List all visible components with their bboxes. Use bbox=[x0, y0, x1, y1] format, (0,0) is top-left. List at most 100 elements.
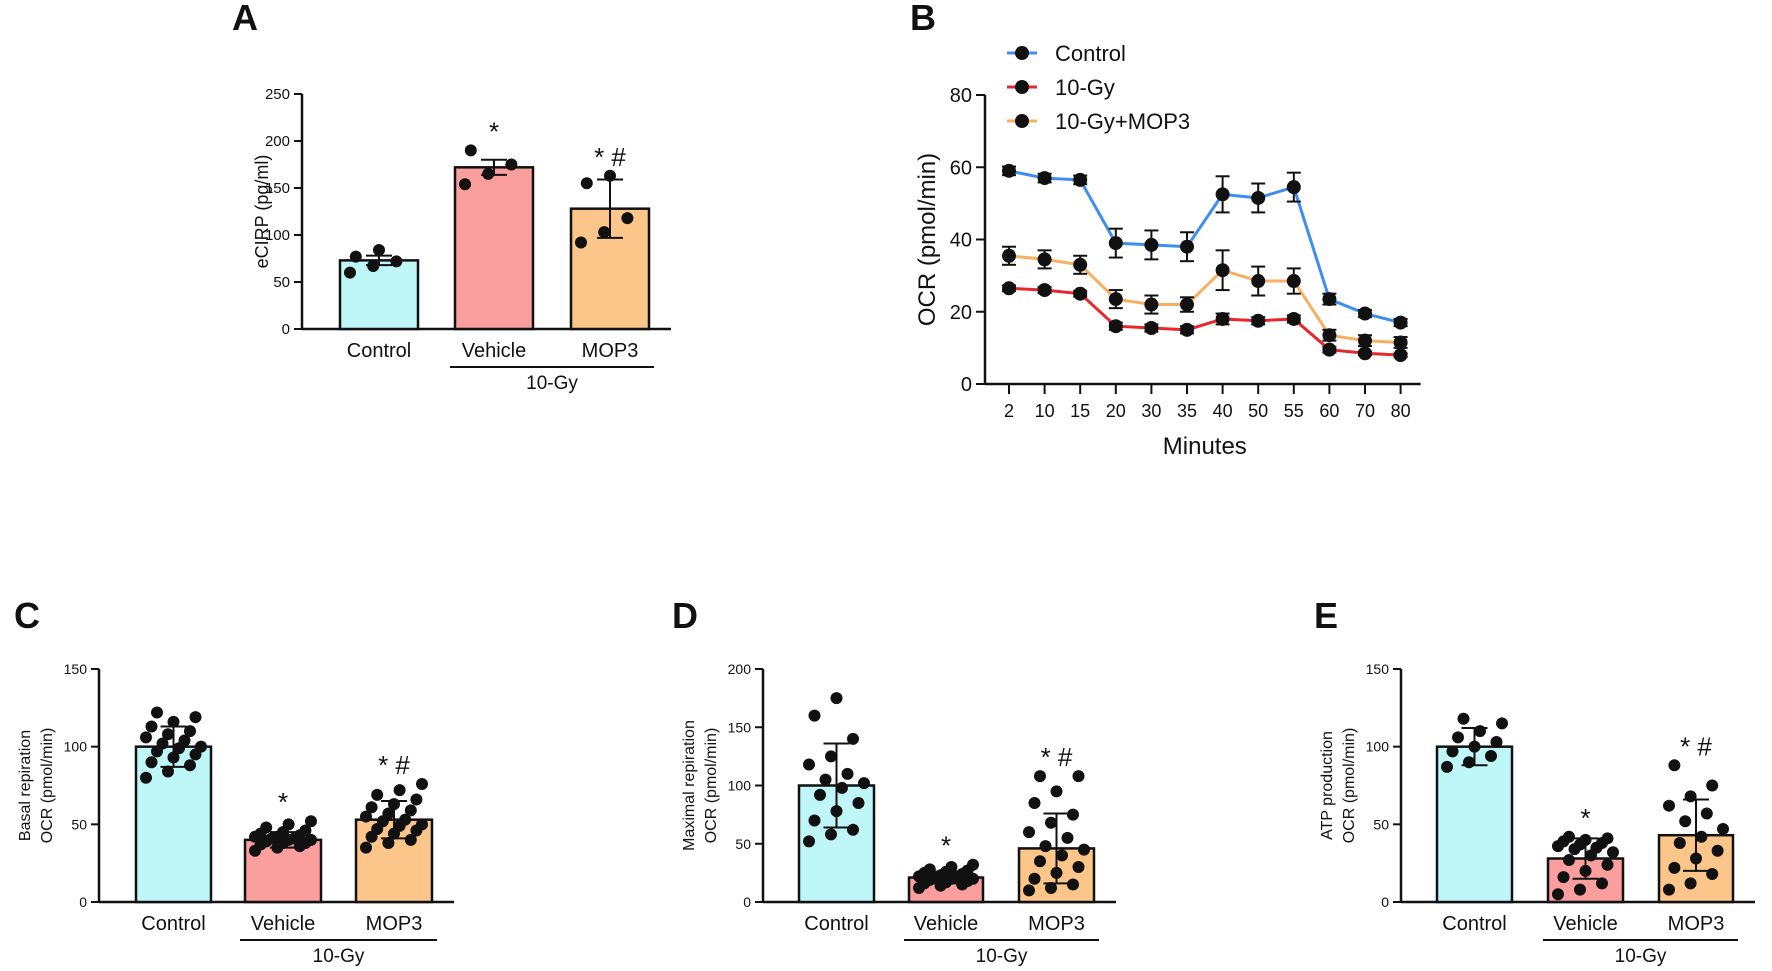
data-point bbox=[1108, 236, 1123, 251]
significance-mark: * bbox=[1580, 803, 1590, 833]
data-point bbox=[1601, 832, 1614, 845]
y-axis-title: OCR (pmol/min) bbox=[703, 728, 720, 844]
y-tick-label: 0 bbox=[743, 894, 751, 910]
data-point bbox=[178, 734, 191, 747]
data-point bbox=[1215, 187, 1230, 202]
significance-mark: * # bbox=[1041, 742, 1073, 772]
data-point bbox=[1358, 346, 1372, 361]
data-point bbox=[808, 709, 821, 722]
x-tick-label: 35 bbox=[1177, 401, 1197, 421]
y-axis-title: OCR (pmol/min) bbox=[39, 728, 56, 844]
panel-label: D bbox=[672, 595, 698, 636]
y-tick-label: 150 bbox=[265, 180, 290, 197]
data-point bbox=[1286, 180, 1301, 195]
data-point bbox=[373, 244, 385, 257]
data-point bbox=[282, 818, 295, 831]
category-label: MOP3 bbox=[366, 913, 423, 935]
group-label: 10-Gy bbox=[313, 946, 365, 967]
y-tick-label: 150 bbox=[728, 719, 752, 735]
data-point bbox=[416, 818, 428, 831]
x-axis-title: Minutes bbox=[1163, 433, 1247, 460]
data-point bbox=[1078, 843, 1090, 856]
data-point bbox=[1717, 822, 1729, 835]
data-point bbox=[1067, 878, 1079, 891]
y-axis-title: eCIRP (pg/ml) bbox=[252, 155, 272, 269]
y-tick-label: 150 bbox=[64, 661, 88, 677]
data-point bbox=[803, 758, 815, 771]
y-tick-label: 200 bbox=[265, 133, 290, 150]
data-point bbox=[162, 765, 174, 778]
data-point bbox=[852, 796, 865, 809]
y-axis-title: Basal repiration bbox=[17, 730, 34, 841]
significance-mark: * bbox=[941, 831, 951, 861]
data-point bbox=[1441, 760, 1453, 773]
legend-label: 10-Gy+MOP3 bbox=[1055, 109, 1190, 134]
data-point bbox=[156, 737, 169, 750]
data-point bbox=[1601, 858, 1614, 871]
data-point bbox=[1574, 883, 1586, 896]
data-point bbox=[1144, 321, 1159, 336]
panel-label: A bbox=[232, 0, 258, 38]
data-point bbox=[598, 226, 611, 239]
data-point bbox=[814, 788, 826, 801]
data-point bbox=[1180, 322, 1194, 337]
data-point bbox=[1073, 286, 1088, 301]
data-point bbox=[1452, 731, 1464, 744]
group-label: 10-Gy bbox=[976, 946, 1028, 967]
data-point bbox=[819, 773, 832, 786]
data-point bbox=[1215, 263, 1230, 278]
data-point bbox=[1072, 861, 1085, 874]
legend-marker bbox=[1015, 114, 1029, 128]
data-point bbox=[1037, 171, 1052, 186]
data-point bbox=[1679, 815, 1692, 828]
data-point bbox=[145, 720, 158, 733]
data-point bbox=[1496, 717, 1508, 730]
data-point bbox=[390, 255, 403, 268]
data-point bbox=[1067, 808, 1079, 821]
category-label: Vehicle bbox=[251, 913, 316, 935]
data-point bbox=[1061, 831, 1074, 844]
y-tick-label: 0 bbox=[1381, 894, 1389, 910]
data-point bbox=[1002, 163, 1016, 178]
data-point bbox=[1073, 172, 1088, 187]
data-point bbox=[1023, 884, 1035, 897]
legend-item: 10-Gy+MOP3 bbox=[1007, 109, 1190, 134]
data-point bbox=[1563, 830, 1575, 843]
category-label: Vehicle bbox=[462, 340, 527, 362]
data-point bbox=[1663, 883, 1675, 896]
data-point bbox=[1286, 311, 1301, 326]
data-point bbox=[841, 767, 854, 780]
data-point bbox=[399, 813, 412, 826]
x-tick-label: 55 bbox=[1284, 401, 1304, 421]
data-point bbox=[365, 801, 378, 814]
y-tick-label: 60 bbox=[950, 157, 972, 179]
data-point bbox=[858, 777, 870, 790]
y-tick-label: 200 bbox=[728, 661, 752, 677]
data-point bbox=[367, 260, 380, 273]
data-point bbox=[1322, 342, 1337, 357]
category-label: MOP3 bbox=[1028, 913, 1085, 935]
bar-vehicle bbox=[453, 166, 535, 331]
data-point bbox=[1393, 348, 1408, 363]
data-point bbox=[1358, 306, 1372, 321]
significance-mark: * bbox=[278, 787, 288, 817]
data-point bbox=[410, 793, 423, 806]
data-point bbox=[305, 815, 317, 828]
y-axis-title: OCR (pmol/min) bbox=[914, 153, 941, 326]
data-point bbox=[1002, 248, 1016, 263]
data-point bbox=[1684, 877, 1697, 890]
panel-label: C bbox=[14, 595, 40, 636]
x-tick-label: 60 bbox=[1319, 401, 1339, 421]
legend-item: 10-Gy bbox=[1007, 75, 1115, 100]
data-point bbox=[305, 833, 317, 846]
data-point bbox=[1056, 849, 1068, 862]
data-point bbox=[140, 731, 152, 744]
legend-marker bbox=[1015, 80, 1029, 94]
group-label: 10-Gy bbox=[1615, 946, 1667, 967]
data-point bbox=[1045, 882, 1057, 895]
data-point bbox=[1579, 833, 1592, 846]
x-tick-label: 10 bbox=[1035, 401, 1055, 421]
data-point bbox=[195, 740, 207, 753]
y-tick-label: 50 bbox=[1373, 816, 1389, 832]
